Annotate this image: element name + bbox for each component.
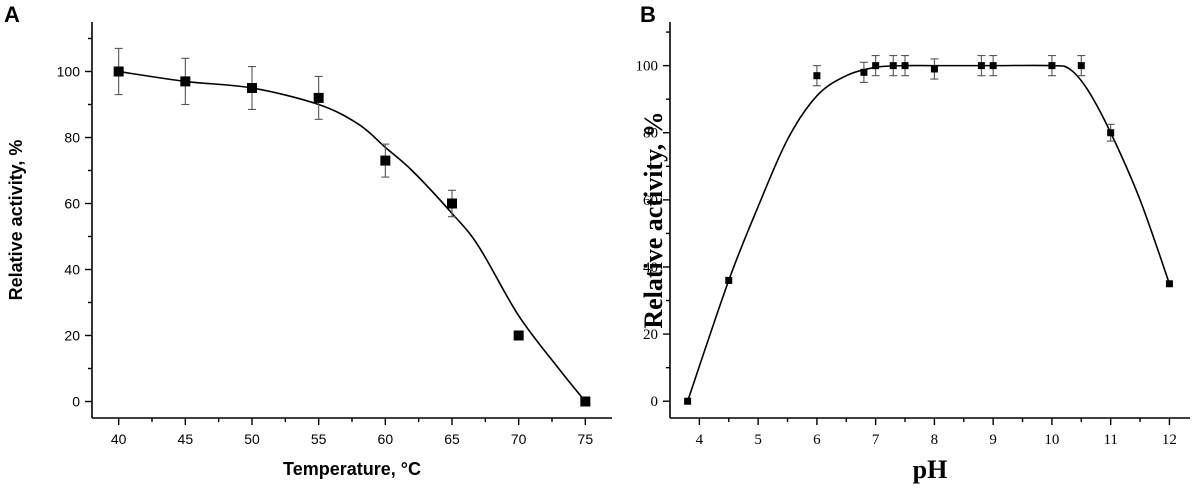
x-tick-label: 6 <box>813 432 821 448</box>
data-point <box>872 62 880 70</box>
x-tick-label: 11 <box>1103 432 1117 448</box>
panel-a: A 40 45 50 55 60 65 70 75 0 20 40 60 80 100 Temperature… <box>4 2 612 479</box>
data-point <box>901 62 909 70</box>
data-point <box>1077 62 1085 70</box>
fit-curve <box>118 70 586 403</box>
data-point <box>1107 129 1115 137</box>
data-point <box>447 198 457 209</box>
x-tick-label: 40 <box>111 431 127 447</box>
x-tick-label: 7 <box>872 432 880 448</box>
data-point <box>684 397 692 405</box>
x-tick-label: 5 <box>754 432 762 448</box>
y-tick-label: 60 <box>643 193 658 209</box>
x-tick-label: 12 <box>1162 432 1177 448</box>
data-point <box>725 276 733 284</box>
x-tick-label: 45 <box>178 431 194 447</box>
y-axis-label: Relative activity, % <box>639 111 668 328</box>
data-point <box>813 72 821 80</box>
y-tick-label: 80 <box>64 130 80 146</box>
data-point <box>989 62 997 70</box>
y-tick-label: 80 <box>643 126 658 142</box>
data-point <box>889 62 897 70</box>
x-tick-label: 10 <box>1044 432 1059 448</box>
data-point <box>247 83 257 93</box>
y-tick-label: 60 <box>64 196 80 212</box>
data-point <box>513 330 524 341</box>
x-axis-label: Temperature, °C <box>283 459 421 479</box>
data-point <box>380 155 391 166</box>
x-tick-label: 9 <box>989 432 997 448</box>
x-tick-label: 70 <box>511 431 527 447</box>
y-tick-label: 0 <box>72 394 80 410</box>
data-point <box>1048 62 1056 70</box>
y-tick-label: 0 <box>651 394 659 410</box>
x-tick-label: 55 <box>311 431 327 447</box>
data-point <box>313 92 324 103</box>
x-axis-label: pH <box>913 455 948 484</box>
data-point <box>860 68 868 76</box>
y-tick-label: 20 <box>64 328 80 344</box>
y-tick-label: 40 <box>643 260 658 276</box>
fit-curve <box>686 64 1171 402</box>
data-point <box>113 66 124 77</box>
data-point <box>180 76 191 87</box>
data-point <box>580 396 591 407</box>
x-tick-label: 65 <box>444 431 460 447</box>
panel-letter: A <box>4 2 20 27</box>
x-tick-label: 60 <box>378 431 394 447</box>
y-tick-label: 20 <box>643 327 658 343</box>
y-tick-label: 40 <box>64 262 80 278</box>
y-axis-label: Relative activity, % <box>6 140 26 301</box>
y-tick-label: 100 <box>57 64 81 80</box>
x-tick-label: 50 <box>244 431 260 447</box>
data-point <box>1165 280 1173 288</box>
y-tick-label: 100 <box>636 59 659 75</box>
data-point <box>930 65 938 73</box>
panel-b: B 4 5 6 7 8 9 10 11 12 0 20 40 60 80 100 pH Relative acti… <box>636 2 1190 484</box>
x-tick-label: 75 <box>578 431 594 447</box>
data-point <box>977 62 985 70</box>
x-tick-label: 4 <box>696 432 704 448</box>
panel-letter: B <box>640 2 656 27</box>
x-tick-label: 8 <box>931 432 939 448</box>
